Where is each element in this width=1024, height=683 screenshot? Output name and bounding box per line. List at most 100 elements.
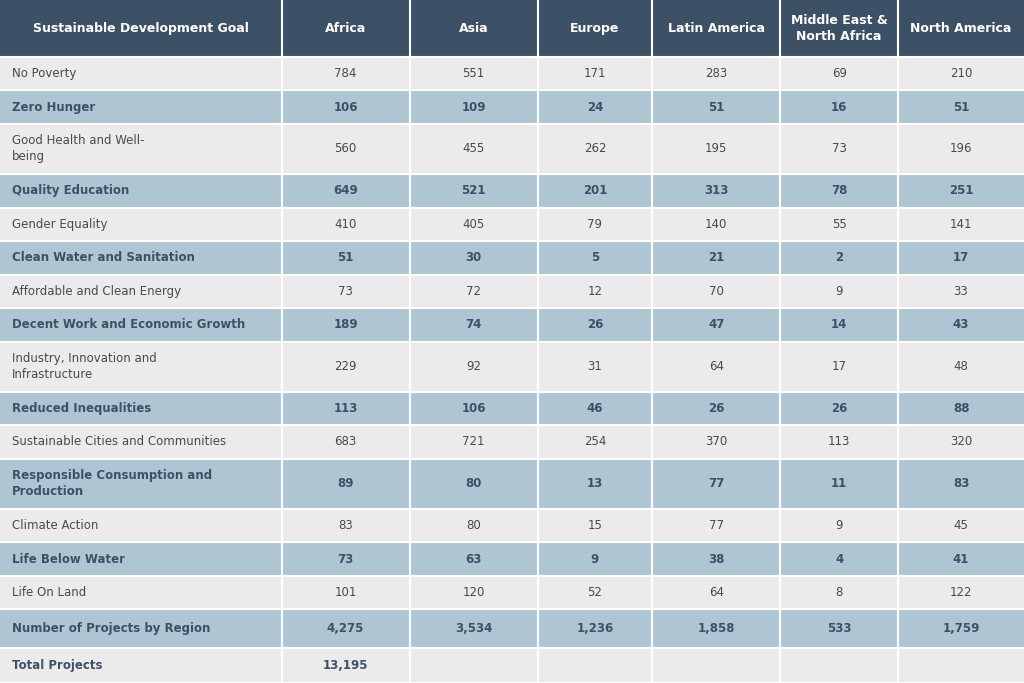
Text: Africa: Africa: [325, 22, 367, 35]
Bar: [282, 542, 410, 576]
Bar: [410, 542, 538, 576]
Text: Quality Education: Quality Education: [12, 184, 130, 197]
Bar: [282, 609, 410, 648]
Bar: [0, 275, 282, 308]
Text: 47: 47: [709, 318, 724, 331]
Bar: [652, 459, 780, 509]
Text: Europe: Europe: [570, 22, 620, 35]
Text: 13: 13: [587, 477, 603, 490]
Text: 113: 113: [334, 402, 357, 415]
Text: 83: 83: [338, 519, 353, 532]
Bar: [898, 275, 1024, 308]
Text: 283: 283: [706, 67, 727, 80]
Bar: [0, 57, 282, 90]
Bar: [410, 392, 538, 426]
Text: Climate Action: Climate Action: [12, 519, 98, 532]
Text: 51: 51: [953, 100, 969, 113]
Bar: [410, 308, 538, 342]
Text: Zero Hunger: Zero Hunger: [12, 100, 95, 113]
Bar: [282, 648, 410, 683]
Text: 251: 251: [949, 184, 973, 197]
Bar: [652, 241, 780, 275]
Text: 41: 41: [953, 553, 969, 566]
Bar: [282, 308, 410, 342]
Text: Affordable and Clean Energy: Affordable and Clean Energy: [12, 285, 181, 298]
Text: Decent Work and Economic Growth: Decent Work and Economic Growth: [12, 318, 246, 331]
Text: 43: 43: [953, 318, 969, 331]
Bar: [0, 426, 282, 459]
Bar: [898, 426, 1024, 459]
Text: 122: 122: [950, 586, 972, 599]
Bar: [780, 208, 898, 241]
Text: Clean Water and Sanitation: Clean Water and Sanitation: [12, 251, 196, 264]
Text: 64: 64: [709, 360, 724, 373]
Text: 70: 70: [709, 285, 724, 298]
Bar: [652, 208, 780, 241]
Bar: [780, 509, 898, 542]
Text: 26: 26: [587, 318, 603, 331]
Text: 410: 410: [335, 218, 356, 231]
Bar: [780, 275, 898, 308]
Bar: [898, 509, 1024, 542]
Text: 4: 4: [835, 553, 844, 566]
Text: Sustainable Cities and Communities: Sustainable Cities and Communities: [12, 436, 226, 449]
Bar: [898, 609, 1024, 648]
Bar: [0, 542, 282, 576]
Text: 113: 113: [828, 436, 850, 449]
Text: 171: 171: [584, 67, 606, 80]
Bar: [282, 174, 410, 208]
Text: 106: 106: [334, 100, 357, 113]
Bar: [780, 426, 898, 459]
Bar: [898, 459, 1024, 509]
Bar: [410, 124, 538, 174]
Text: Sustainable Development Goal: Sustainable Development Goal: [33, 22, 249, 35]
Bar: [652, 174, 780, 208]
Text: 313: 313: [705, 184, 728, 197]
Text: 9: 9: [591, 553, 599, 566]
Bar: [410, 576, 538, 609]
Text: 64: 64: [709, 586, 724, 599]
Bar: [0, 576, 282, 609]
Bar: [898, 208, 1024, 241]
Bar: [538, 542, 652, 576]
Bar: [0, 392, 282, 426]
Bar: [0, 609, 282, 648]
Bar: [898, 542, 1024, 576]
Text: 80: 80: [466, 477, 481, 490]
Text: 51: 51: [338, 251, 353, 264]
Bar: [538, 609, 652, 648]
Bar: [898, 392, 1024, 426]
Text: 14: 14: [831, 318, 847, 331]
Text: Total Projects: Total Projects: [12, 659, 102, 672]
Bar: [538, 90, 652, 124]
Bar: [538, 648, 652, 683]
Text: Latin America: Latin America: [668, 22, 765, 35]
Bar: [780, 648, 898, 683]
Text: 26: 26: [709, 402, 724, 415]
Text: 78: 78: [831, 184, 847, 197]
Text: 46: 46: [587, 402, 603, 415]
Bar: [898, 174, 1024, 208]
Bar: [538, 576, 652, 609]
Bar: [282, 576, 410, 609]
Bar: [282, 124, 410, 174]
Bar: [652, 509, 780, 542]
Text: 533: 533: [827, 622, 851, 635]
Bar: [780, 609, 898, 648]
Bar: [898, 241, 1024, 275]
Text: 120: 120: [463, 586, 484, 599]
Text: 83: 83: [953, 477, 969, 490]
Bar: [410, 342, 538, 392]
Text: 77: 77: [709, 519, 724, 532]
Text: North America: North America: [910, 22, 1012, 35]
Bar: [282, 459, 410, 509]
Bar: [538, 308, 652, 342]
Text: 109: 109: [462, 100, 485, 113]
Text: 1,759: 1,759: [942, 622, 980, 635]
Bar: [780, 542, 898, 576]
Text: 196: 196: [950, 143, 972, 156]
Bar: [652, 542, 780, 576]
Bar: [780, 459, 898, 509]
Text: 320: 320: [950, 436, 972, 449]
Bar: [652, 576, 780, 609]
